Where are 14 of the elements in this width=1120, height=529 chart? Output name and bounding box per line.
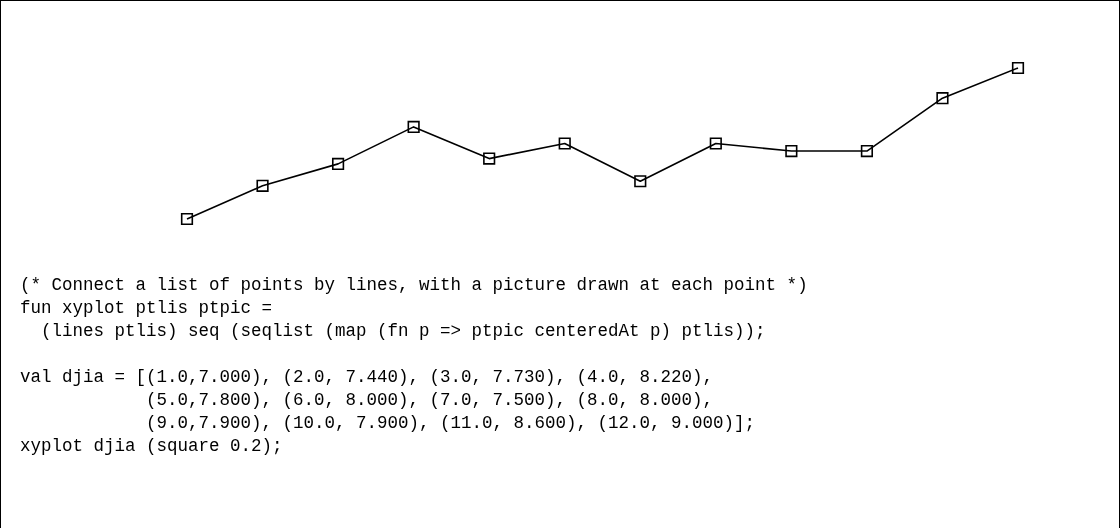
text: (* Connect a list of points by lines, with a picture drawn at each point *) fun xyplot ptlis ptpic = (lines ptlis) seq (seqlist (map (fn p => ptpic centeredAt p) ptlis)); (20, 274, 808, 343)
point (1011, 61, 1025, 75)
point (483, 152, 496, 165)
point (331, 157, 345, 170)
point (256, 179, 269, 192)
point (634, 175, 647, 188)
point (860, 144, 874, 158)
point (407, 120, 420, 133)
point (709, 137, 722, 150)
point (785, 144, 798, 158)
text: val djia = [(1.0,7.000), (2.0, 7.440), (3.0, 7.730), (4.0, 8.220), (5.0,7.800), (6.0, 8.000), (7.0, 7.500), (8.0, 8.000), (9.0,7.900), (10.0, 7.900), (11.0, 8.600), (12.0, 9.000)]; xyplot djia (square 0.2); (20, 366, 757, 458)
point (180, 212, 194, 226)
point (558, 137, 571, 150)
point (936, 92, 949, 105)
